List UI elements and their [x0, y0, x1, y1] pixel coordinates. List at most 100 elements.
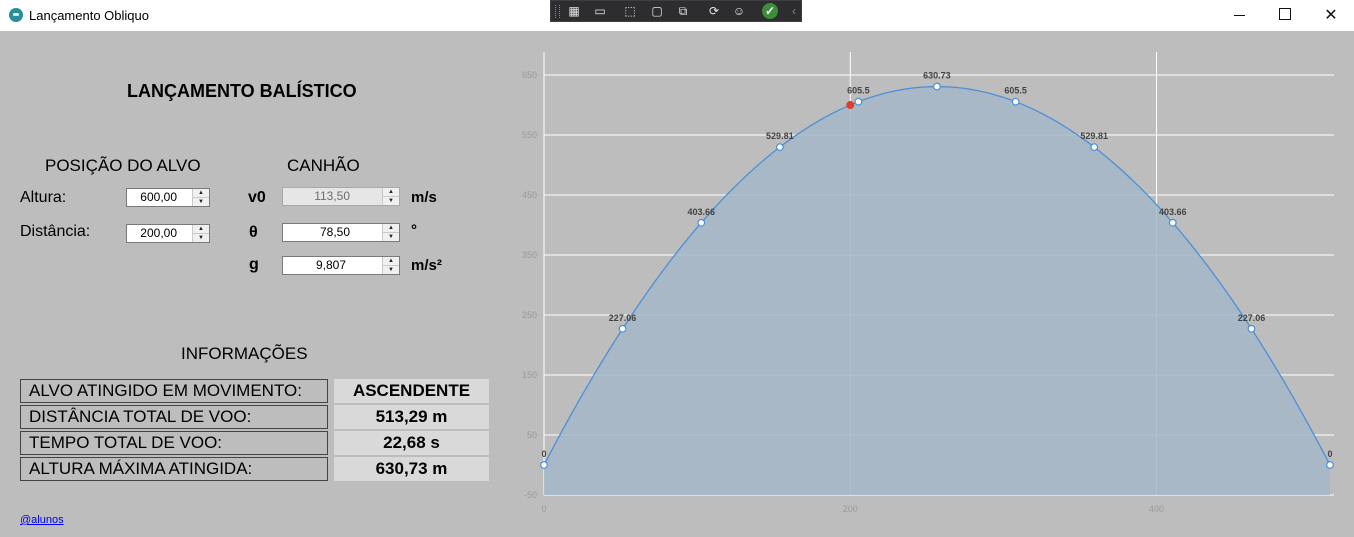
trajectory-point	[1247, 324, 1256, 333]
g-value[interactable]: 9,807	[315, 258, 346, 272]
point-data-label: 403.66	[1159, 207, 1187, 217]
info-value-time: 22,68 s	[334, 431, 489, 455]
distancia-spin-buttons[interactable]: ▲ ▼	[192, 225, 209, 242]
checkmark-icon[interactable]: ✓	[762, 3, 778, 19]
info-label-distance: DISTÂNCIA TOTAL DE VOO:	[20, 405, 328, 429]
target-point	[846, 101, 855, 109]
y-tick-label: 50	[527, 430, 537, 440]
point-data-label: 227.06	[609, 313, 637, 323]
altura-label: Altura:	[20, 189, 67, 206]
info-value-max-height: 630,73 m	[334, 457, 489, 481]
theta-stepper[interactable]: 78,50 ▲ ▼	[282, 223, 400, 242]
point-data-label: 605.5	[847, 86, 870, 96]
alunos-link[interactable]: @alunos	[20, 514, 64, 526]
xaml-debug-toolbar: ▦ ▭ ⬚ ▢ ⧉ ⟳ ☺ ✓ ‹	[550, 0, 802, 22]
trajectory-point	[1326, 461, 1334, 469]
trajectory-point	[1090, 143, 1099, 152]
v0-label: v0	[248, 189, 266, 206]
collapse-icon[interactable]: ‹	[792, 4, 796, 18]
trajectory-chart: -50 50 150 250 350 450 550 650 0 200 400 0 227.06 403…	[522, 52, 1334, 514]
v0-value: 113,50	[314, 189, 350, 203]
minimize-icon	[1233, 15, 1245, 17]
minimize-button[interactable]	[1216, 0, 1262, 31]
x-tick-label: 400	[1149, 504, 1164, 514]
spin-up-icon[interactable]: ▲	[383, 224, 399, 233]
point-data-label: 529.81	[1080, 131, 1108, 141]
trajectory-point	[540, 461, 548, 469]
trajectory-point	[854, 97, 863, 106]
x-tick-label: 200	[843, 504, 858, 514]
v0-spin-buttons: ▲ ▼	[382, 188, 399, 205]
info-label-target-hit: ALVO ATINGIDO EM MOVIMENTO:	[20, 379, 328, 403]
g-spin-buttons[interactable]: ▲ ▼	[382, 257, 399, 274]
info-label-max-height: ALTURA MÁXIMA ATINGIDA:	[20, 457, 328, 481]
theta-spin-buttons[interactable]: ▲ ▼	[382, 224, 399, 241]
x-tick-label: 0	[541, 504, 546, 514]
toolbar-grip-icon[interactable]	[555, 5, 560, 18]
binding-failures-icon[interactable]: ⟳	[708, 4, 720, 18]
maximize-button[interactable]	[1262, 0, 1308, 31]
spin-down-icon[interactable]: ▼	[388, 234, 394, 240]
distancia-value[interactable]: 200,00	[140, 226, 177, 240]
spin-up-icon[interactable]: ▲	[193, 225, 209, 234]
trajectory-point	[697, 218, 706, 227]
y-tick-label: 450	[522, 190, 537, 200]
y-tick-label: 350	[522, 250, 537, 260]
trajectory-area	[544, 86, 1330, 495]
cannon-heading: CANHÃO	[287, 156, 360, 175]
live-visual-tree-icon[interactable]: ▦	[568, 4, 580, 18]
altura-stepper[interactable]: 600,00 ▲ ▼	[126, 188, 210, 207]
record-icon[interactable]: ▭	[594, 4, 606, 18]
target-heading: POSIÇÃO DO ALVO	[45, 156, 201, 175]
theta-value[interactable]: 78,50	[319, 225, 350, 239]
accessibility-icon[interactable]: ☺	[732, 4, 746, 18]
spin-down-icon[interactable]: ▼	[198, 199, 204, 205]
spin-down-icon: ▼	[388, 198, 394, 204]
point-data-label: 403.66	[687, 207, 715, 217]
g-stepper[interactable]: 9,807 ▲ ▼	[282, 256, 400, 275]
title-bar: Lançamento Obliquo ▦ ▭ ⬚ ▢ ⧉ ⟳ ☺ ✓ ‹ ✕	[0, 0, 1354, 31]
g-label: g	[249, 256, 259, 273]
info-value-target-hit: ASCENDENTE	[334, 379, 489, 403]
spin-up-icon[interactable]: ▲	[383, 257, 399, 266]
v0-stepper: 113,50 ▲ ▼	[282, 187, 400, 206]
spin-down-icon[interactable]: ▼	[388, 267, 394, 273]
altura-spin-buttons[interactable]: ▲ ▼	[192, 189, 209, 206]
app-icon	[9, 8, 23, 22]
trajectory-point	[933, 82, 941, 91]
spin-up-icon[interactable]: ▲	[193, 189, 209, 198]
select-element-icon[interactable]: ⬚	[624, 4, 636, 18]
point-data-label: 227.06	[1238, 313, 1266, 323]
y-tick-label: 250	[522, 310, 537, 320]
maximize-icon	[1279, 8, 1291, 21]
y-tick-label: -50	[524, 490, 537, 500]
trajectory-point	[1011, 97, 1020, 106]
altura-value[interactable]: 600,00	[140, 190, 177, 204]
distancia-stepper[interactable]: 200,00 ▲ ▼	[126, 224, 210, 243]
y-tick-label: 150	[522, 370, 537, 380]
info-label-time: TEMPO TOTAL DE VOO:	[20, 431, 328, 455]
spin-down-icon[interactable]: ▼	[198, 235, 204, 241]
close-button[interactable]: ✕	[1308, 0, 1354, 31]
spin-up-icon: ▲	[383, 188, 399, 197]
page-title: LANÇAMENTO BALÍSTICO	[127, 81, 357, 101]
theta-unit: °	[411, 222, 417, 239]
point-data-label: 0	[1327, 449, 1332, 459]
v0-unit: m/s	[411, 189, 437, 206]
y-tick-label: 650	[522, 70, 537, 80]
window-title: Lançamento Obliquo	[29, 8, 149, 23]
display-layout-adorners-icon[interactable]: ▢	[651, 4, 663, 18]
point-data-label: 605.5	[1004, 86, 1027, 96]
close-icon: ✕	[1324, 7, 1338, 24]
trajectory-point	[775, 143, 784, 152]
g-unit: m/s²	[411, 257, 442, 274]
trajectory-point	[1168, 218, 1177, 227]
info-heading: INFORMAÇÕES	[181, 344, 308, 363]
track-focused-element-icon[interactable]: ⧉	[678, 4, 688, 18]
point-data-label: 0	[541, 449, 546, 459]
point-data-label: 630.73	[923, 71, 951, 81]
distancia-label: Distância:	[20, 223, 91, 240]
point-data-label: 529.81	[766, 131, 794, 141]
y-tick-label: 550	[522, 130, 537, 140]
info-value-distance: 513,29 m	[334, 405, 489, 429]
